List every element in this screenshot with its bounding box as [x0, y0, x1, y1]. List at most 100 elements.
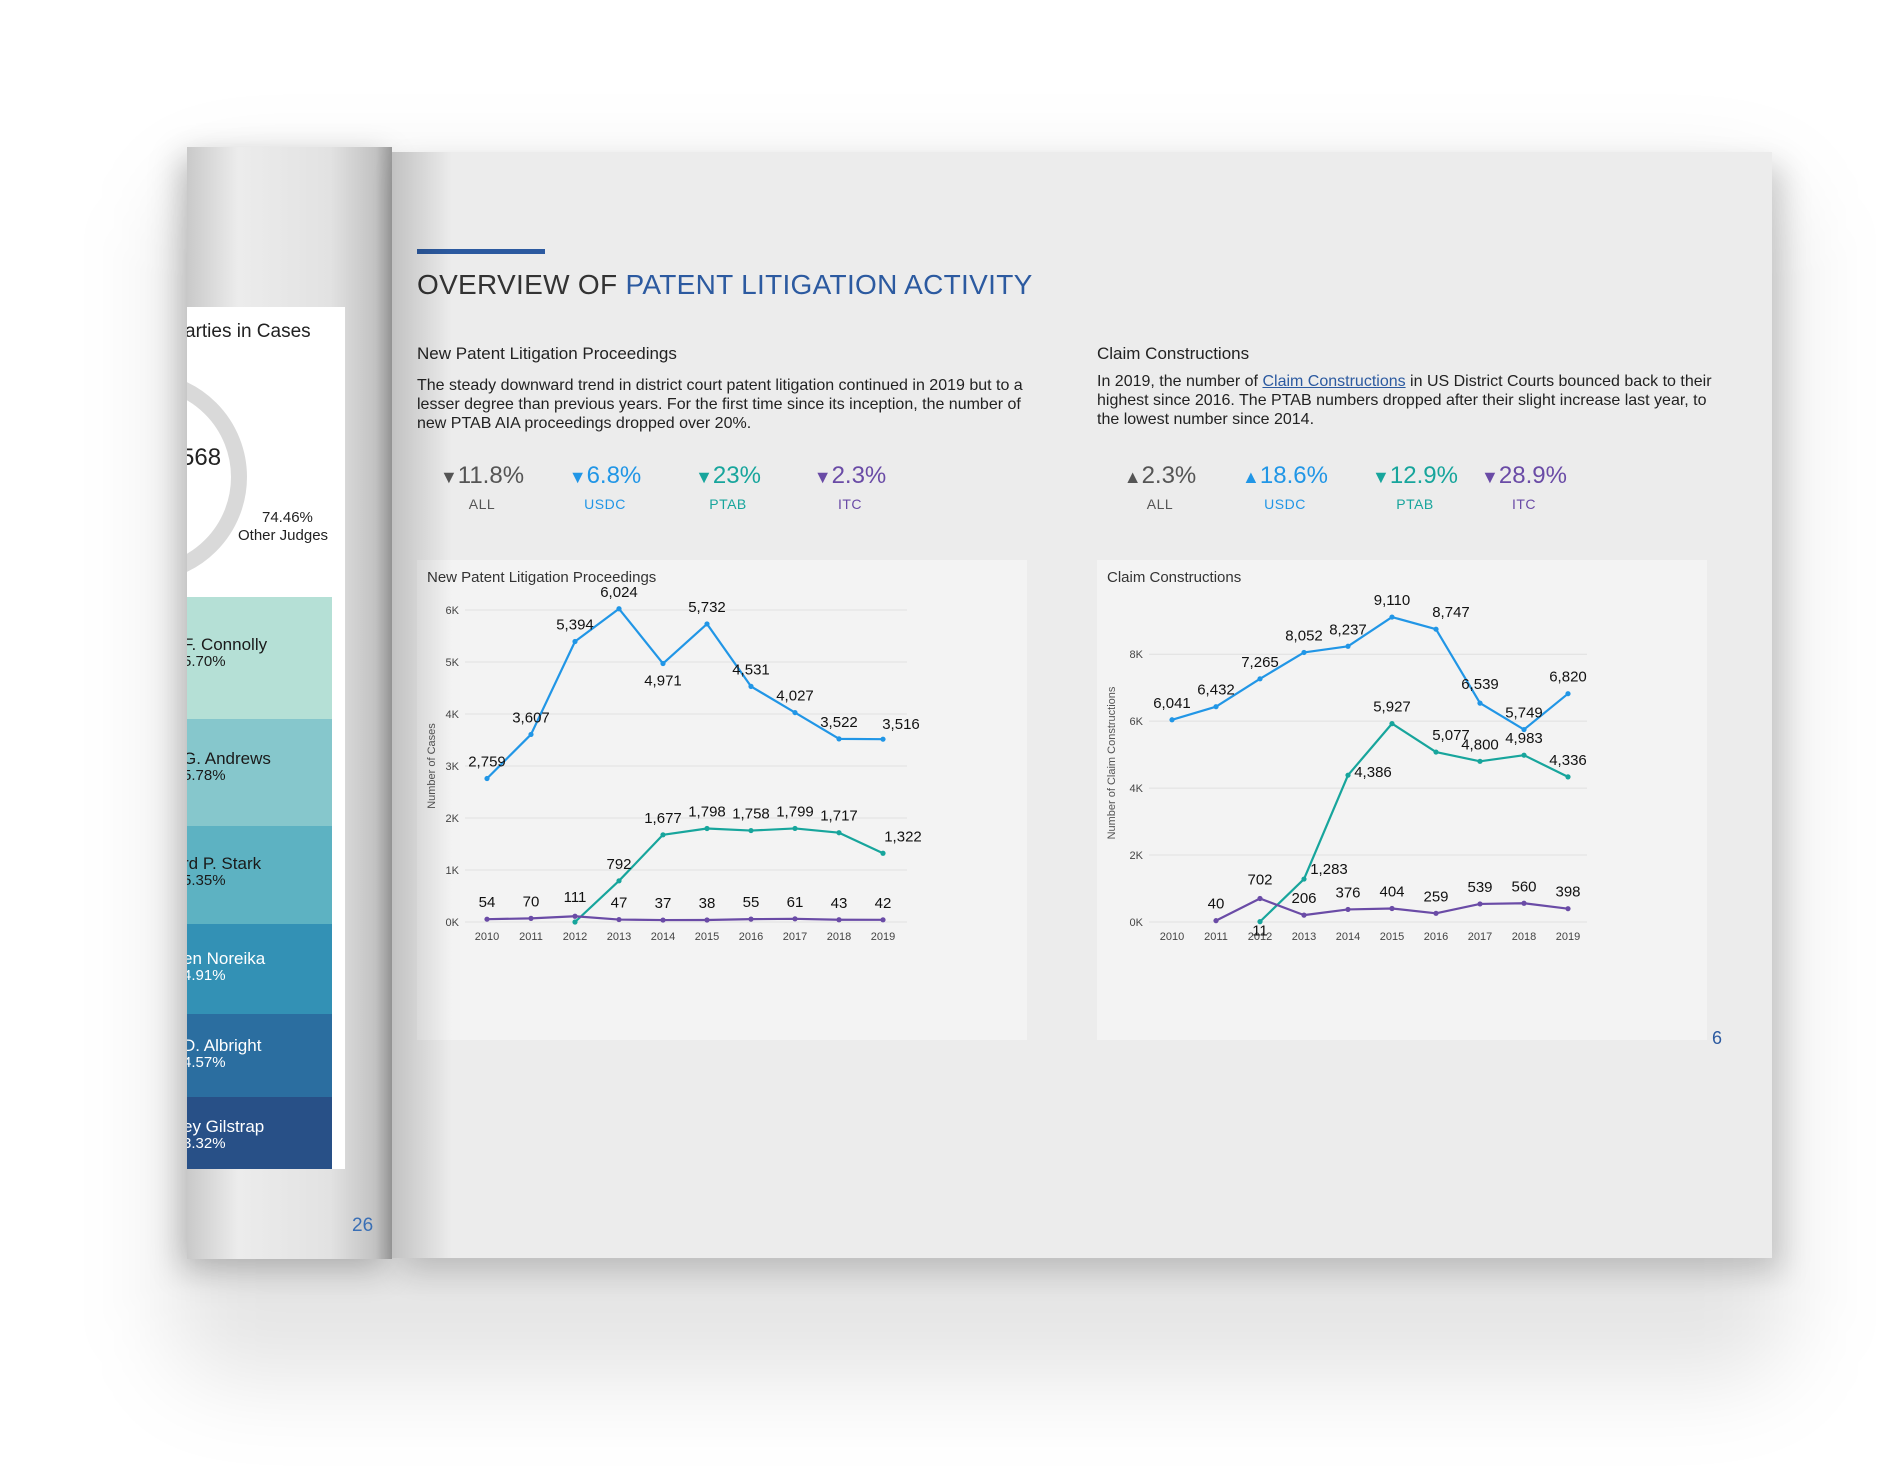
judge-name: D. Albright	[187, 1036, 262, 1055]
left-page-number: 26	[352, 1215, 374, 1236]
data-point	[1301, 912, 1307, 918]
x-tick-label: 2017	[1468, 931, 1492, 943]
data-point	[1521, 726, 1527, 733]
data-label: 2,759	[468, 754, 506, 771]
data-label: 3,516	[882, 716, 920, 733]
data-point	[1345, 643, 1351, 649]
data-point	[792, 709, 798, 716]
data-label: 1,799	[776, 803, 814, 820]
judge-name: G. Andrews	[187, 749, 271, 768]
data-point	[1565, 691, 1571, 697]
page-number: 6	[1712, 1028, 1723, 1048]
data-point	[1257, 895, 1263, 902]
judges-card: arties in Cases 568 74.46% Other Judges …	[187, 307, 345, 1169]
series-line	[486, 915, 884, 922]
data-label: 4,027	[776, 688, 814, 705]
data-label: 5,394	[556, 617, 594, 634]
data-label: 42	[875, 895, 892, 912]
data-point	[748, 827, 754, 834]
data-point	[1257, 676, 1263, 682]
data-point	[880, 850, 886, 856]
data-point	[528, 915, 534, 921]
data-label: 5,749	[1505, 705, 1543, 722]
data-label: 539	[1467, 879, 1492, 896]
stat-all: ▼11.8% ALL	[422, 462, 542, 512]
data-label: 398	[1555, 884, 1580, 901]
stat-usdc: ▼6.8% USDC	[545, 462, 665, 512]
donut-chart	[187, 372, 247, 582]
y-tick-label: 0K	[446, 917, 460, 929]
data-point	[1257, 919, 1263, 925]
data-point	[484, 916, 490, 922]
stat-label: PTAB	[1396, 496, 1434, 512]
y-tick-label: 3K	[446, 761, 460, 773]
stat-value: 28.9%	[1498, 462, 1567, 489]
data-point	[880, 917, 886, 923]
claim-constructions-link[interactable]: Claim Constructions	[1262, 373, 1406, 390]
data-point	[1345, 906, 1351, 913]
x-tick-label: 2012	[1248, 931, 1272, 943]
data-label: 1,758	[732, 806, 770, 823]
x-tick-label: 2012	[563, 931, 587, 943]
data-point	[660, 832, 666, 838]
data-point	[1521, 752, 1527, 758]
data-point	[1433, 910, 1439, 916]
data-label: 376	[1335, 884, 1360, 901]
judge-band: F. Connolly 5.70%	[187, 597, 332, 719]
stat-label: ITC	[1511, 496, 1537, 512]
section-new-proceedings: New Patent Litigation Proceedings The st…	[417, 344, 1037, 433]
other-judges-label: Other Judges	[238, 527, 329, 544]
data-label: 7,265	[1241, 654, 1279, 671]
data-point	[748, 683, 754, 689]
data-label: 5,077	[1432, 727, 1470, 744]
data-label: 111	[564, 889, 587, 906]
left-page: arties in Cases 568 74.46% Other Judges …	[187, 147, 392, 1259]
judge-band: en Noreika 4.91%	[187, 924, 332, 1014]
judge-band: G. Andrews 5.78%	[187, 719, 332, 826]
judge-name: F. Connolly	[187, 635, 268, 654]
page-title-part2: PATENT LITIGATION ACTIVITY	[625, 269, 1033, 300]
stat-label: USDC	[1264, 496, 1306, 512]
series-line	[1259, 722, 1569, 923]
x-tick-label: 2011	[1204, 931, 1228, 943]
section-title: New Patent Litigation Proceedings	[417, 344, 677, 363]
data-label: 3,522	[820, 714, 858, 731]
line-chart-new-proceedings: New Patent Litigation Proceedings Number …	[426, 569, 922, 943]
data-point	[704, 917, 710, 923]
data-label: 4,386	[1354, 764, 1392, 781]
page-gutter-shadow	[392, 152, 452, 1258]
data-label: 37	[655, 895, 672, 912]
data-point	[1169, 717, 1175, 723]
page-title-part1: OVERVIEW OF	[417, 269, 626, 300]
data-point	[748, 916, 754, 922]
stat-label: ALL	[468, 496, 496, 512]
data-point	[836, 830, 842, 836]
data-point	[1389, 905, 1395, 912]
data-point	[836, 917, 842, 923]
data-point	[880, 736, 886, 742]
data-label: 11	[1252, 923, 1268, 940]
stat-ptab: ▼23% PTAB	[668, 462, 788, 512]
stat-ptab: ▼12.9% PTAB	[1355, 462, 1475, 512]
x-tick-label: 2018	[1512, 931, 1536, 943]
data-point	[616, 916, 622, 923]
data-point	[1389, 721, 1395, 727]
data-point	[1521, 900, 1527, 906]
section-body: The steady downward trend in district co…	[417, 377, 1023, 432]
data-point	[1433, 626, 1439, 632]
data-point	[1477, 758, 1483, 764]
up-arrow-icon: ▲	[1242, 467, 1260, 487]
y-tick-label: 5K	[446, 657, 460, 669]
judge-band: ey Gilstrap 3.32%	[187, 1097, 332, 1169]
judges-heading: arties in Cases	[187, 321, 311, 342]
y-axis-label: Number of Cases	[426, 723, 438, 809]
data-label: 8,747	[1432, 604, 1470, 621]
data-point	[1389, 614, 1395, 620]
data-label: 47	[611, 895, 628, 912]
data-point	[616, 878, 622, 884]
data-label: 792	[606, 856, 631, 873]
x-tick-label: 2018	[827, 931, 851, 943]
data-label: 55	[743, 894, 760, 911]
judge-name: en Noreika	[187, 949, 266, 968]
data-label: 404	[1379, 883, 1404, 900]
